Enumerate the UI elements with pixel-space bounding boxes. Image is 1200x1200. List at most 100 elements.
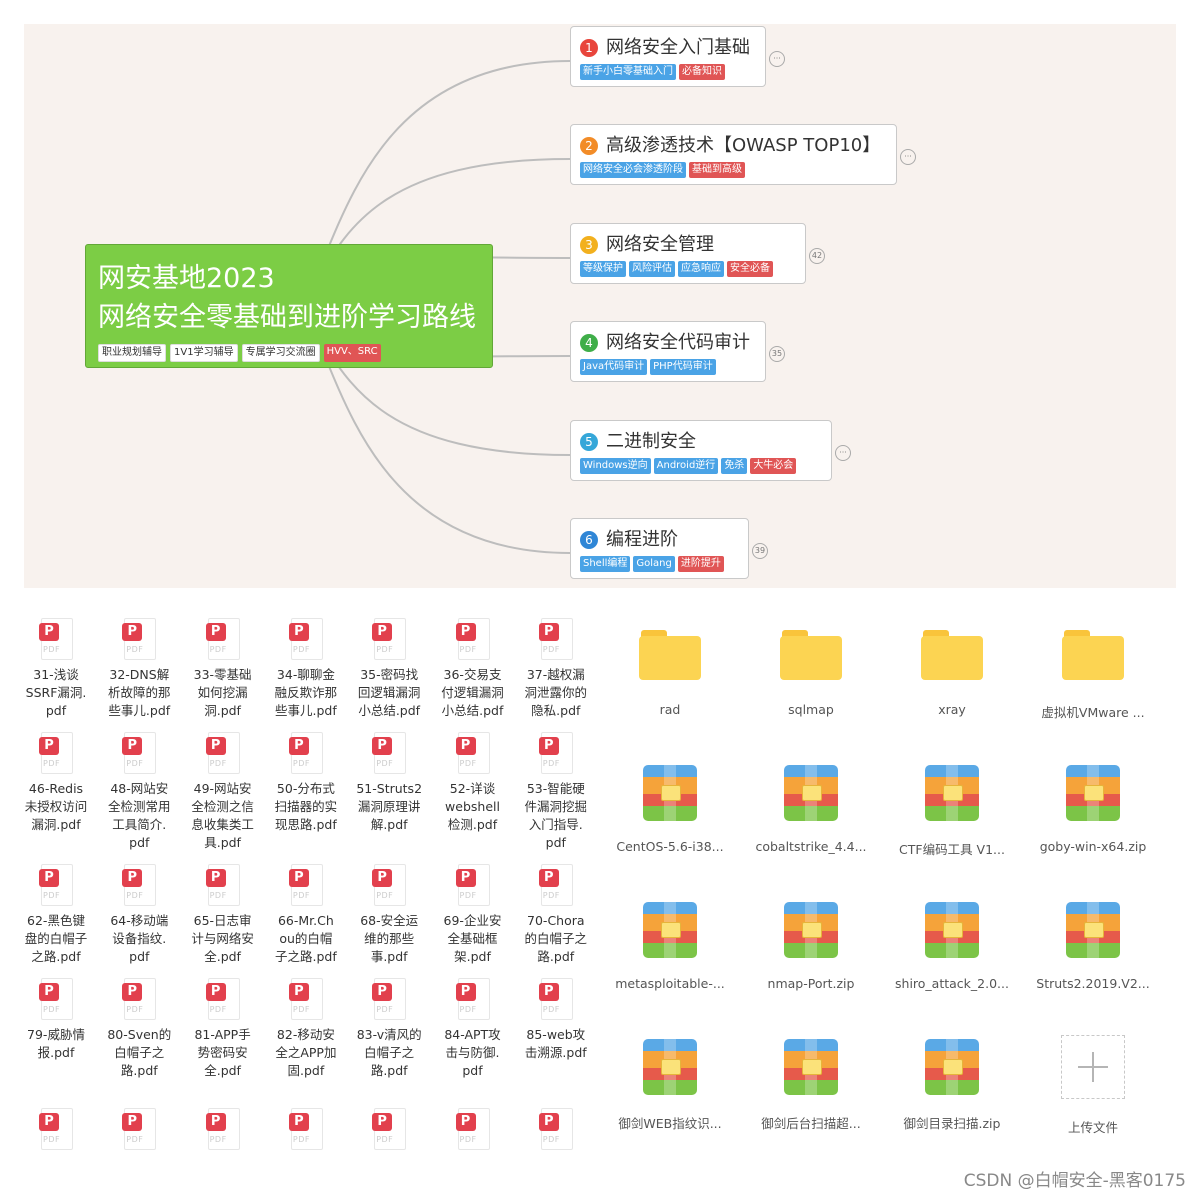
pdf-file[interactable]: P PDF <box>516 1108 596 1152</box>
branch-collapse-toggle[interactable]: ··· <box>900 149 916 165</box>
pdf-file[interactable]: P PDF 81-APP手 势密码安 全.pdf <box>183 978 263 1080</box>
pdf-icon: P PDF <box>370 978 408 1022</box>
zip-archive-icon <box>643 1039 697 1095</box>
pdf-file[interactable]: P PDF <box>266 1108 346 1152</box>
branch-title: 6 编程进阶 <box>580 528 739 552</box>
pdf-file[interactable]: P PDF 84-APT攻 击与防御. pdf <box>433 978 513 1080</box>
zip-file[interactable]: CentOS-5.6-i38... <box>600 765 740 854</box>
pdf-file[interactable]: P PDF 50-分布式 扫描器的实 现思路.pdf <box>266 732 346 834</box>
pdf-file[interactable]: P PDF 35-密码找 回逻辑漏洞 小总结.pdf <box>349 618 429 720</box>
zip-file[interactable]: 御剑后台扫描超... <box>741 1039 881 1132</box>
folder-icon <box>639 628 701 680</box>
branch-node-3[interactable]: 3 网络安全管理 等级保护 风险评估 应急响应 安全必备 <box>570 223 806 284</box>
pdf-file[interactable]: P PDF 62-黑色键 盘的白帽子 之路.pdf <box>16 864 96 966</box>
pdf-icon: P PDF <box>454 1108 492 1152</box>
branch-tags: Windows逆向 Android逆行 免杀 大牛必会 <box>580 458 822 474</box>
branch-collapse-toggle[interactable]: 39 <box>752 543 768 559</box>
pdf-file[interactable]: P PDF 83-v清风的 白帽子之 路.pdf <box>349 978 429 1080</box>
zip-file[interactable]: metasploitable-... <box>600 902 740 991</box>
number-badge: 2 <box>580 137 598 155</box>
pdf-file[interactable]: P PDF 66-Mr.Ch ou的白帽 子之路.pdf <box>266 864 346 966</box>
pdf-file[interactable]: P PDF 85-web攻 击溯源.pdf <box>516 978 596 1062</box>
file-name: shiro_attack_2.0... <box>895 976 1009 991</box>
folder-item[interactable]: 虚拟机VMware ... <box>1023 628 1163 721</box>
pdf-icon: P PDF <box>537 732 575 776</box>
branch-node-6[interactable]: 6 编程进阶 Shell编程 Golang 进阶提升 <box>570 518 749 579</box>
zip-file[interactable]: shiro_attack_2.0... <box>882 902 1022 991</box>
branch-collapse-toggle[interactable]: ··· <box>835 445 851 461</box>
pdf-file-name: 84-APT攻 击与防御. pdf <box>444 1027 501 1078</box>
zip-file[interactable]: CTF编码工具 V1... <box>882 765 1022 858</box>
pdf-file[interactable]: P PDF 65-日志审 计与网络安 全.pdf <box>183 864 263 966</box>
zip-file[interactable]: 御剑WEB指纹识... <box>600 1039 740 1132</box>
pdf-file[interactable]: P PDF 46-Redis 未授权访问 漏洞.pdf <box>16 732 96 834</box>
pdf-file[interactable]: P PDF 80-Sven的 白帽子之 路.pdf <box>99 978 179 1080</box>
pdf-file[interactable]: P PDF <box>433 1108 513 1152</box>
file-name: cobaltstrike_4.4... <box>755 839 867 854</box>
pdf-file[interactable]: P PDF 48-网站安 全检测常用 工具简介. pdf <box>99 732 179 852</box>
branch-tag: 基础到高级 <box>689 162 745 178</box>
pdf-file[interactable]: P PDF 53-智能硬 件漏洞挖掘 入门指导. pdf <box>516 732 596 852</box>
zip-file[interactable]: cobaltstrike_4.4... <box>741 765 881 854</box>
pdf-icon: P PDF <box>37 618 75 662</box>
zip-file[interactable]: goby-win-x64.zip <box>1023 765 1163 854</box>
pdf-file[interactable]: P PDF <box>183 1108 263 1152</box>
pdf-file-name: 32-DNS解 析故障的那 些事儿.pdf <box>108 667 171 718</box>
plus-icon <box>1061 1035 1125 1099</box>
pdf-file[interactable]: P PDF 52-详谈 webshell 检测.pdf <box>433 732 513 834</box>
zip-archive-icon <box>643 765 697 821</box>
pdf-icon: P PDF <box>37 978 75 1022</box>
branch-node-5[interactable]: 5 二进制安全 Windows逆向 Android逆行 免杀 大牛必会 <box>570 420 832 481</box>
pdf-file-name: 34-聊聊金 融反欺诈那 些事儿.pdf <box>274 667 338 718</box>
pdf-file[interactable]: P PDF 79-威胁情 报.pdf <box>16 978 96 1062</box>
branch-collapse-toggle[interactable]: ··· <box>769 51 785 67</box>
pdf-file[interactable]: P PDF 36-交易支 付逻辑漏洞 小总结.pdf <box>433 618 513 720</box>
folder-item[interactable]: sqlmap <box>741 628 881 717</box>
pdf-file[interactable]: P PDF 32-DNS解 析故障的那 些事儿.pdf <box>99 618 179 720</box>
folder-item[interactable]: rad <box>600 628 740 717</box>
upload-file-button[interactable]: 上传文件 <box>1023 1035 1163 1136</box>
branch-node-4[interactable]: 4 网络安全代码审计 Java代码审计 PHP代码审计 <box>570 321 766 382</box>
pdf-file[interactable]: P PDF <box>16 1108 96 1152</box>
root-node[interactable]: 网安基地2023 网络安全零基础到进阶学习路线 职业规划辅导 1V1学习辅导 专… <box>85 244 493 368</box>
pdf-file[interactable]: P PDF 70-Chora 的白帽子之 路.pdf <box>516 864 596 966</box>
pdf-file-name: 65-日志审 计与网络安 全.pdf <box>191 913 254 964</box>
pdf-file[interactable]: P PDF 69-企业安 全基础框 架.pdf <box>433 864 513 966</box>
branch-title-text: 二进制安全 <box>606 431 696 452</box>
branch-tag: 新手小白零基础入门 <box>580 64 676 80</box>
zip-archive-icon <box>1066 765 1120 821</box>
pdf-file[interactable]: P PDF 64-移动端 设备指纹. pdf <box>99 864 179 966</box>
branch-node-1[interactable]: 1 网络安全入门基础 新手小白零基础入门 必备知识 <box>570 26 766 87</box>
branch-collapse-toggle[interactable]: 42 <box>809 248 825 264</box>
zip-file[interactable]: Struts2.2019.V2... <box>1023 902 1163 991</box>
pdf-icon: P PDF <box>37 732 75 776</box>
pdf-icon: P PDF <box>37 1108 75 1152</box>
pdf-file-name: 33-零基础 如何挖漏 洞.pdf <box>193 667 252 718</box>
pdf-file-name: 81-APP手 势密码安 全.pdf <box>194 1027 251 1078</box>
pdf-file[interactable]: P PDF 51-Struts2 漏洞原理讲 解.pdf <box>349 732 429 834</box>
pdf-file[interactable]: P PDF 68-安全运 维的那些 事.pdf <box>349 864 429 966</box>
folder-item[interactable]: xray <box>882 628 1022 717</box>
pdf-file[interactable]: P PDF <box>99 1108 179 1152</box>
branch-collapse-toggle[interactable]: 35 <box>769 346 785 362</box>
pdf-file-name: 51-Struts2 漏洞原理讲 解.pdf <box>356 781 423 832</box>
pdf-file[interactable]: P PDF 49-网站安 全检测之信 息收集类工 具.pdf <box>183 732 263 852</box>
pdf-file[interactable]: P PDF 82-移动安 全之APP加 固.pdf <box>266 978 346 1080</box>
pdf-file-name: 85-web攻 击溯源.pdf <box>524 1027 587 1060</box>
pdf-icon: P PDF <box>37 864 75 908</box>
pdf-file[interactable]: P PDF 37-越权漏 洞泄露你的 隐私.pdf <box>516 618 596 720</box>
zip-archive-icon <box>925 902 979 958</box>
pdf-file[interactable]: P PDF 33-零基础 如何挖漏 洞.pdf <box>183 618 263 720</box>
branch-node-2[interactable]: 2 高级渗透技术【OWASP TOP10】 网络安全必会渗透阶段 基础到高级 <box>570 124 897 185</box>
pdf-icon: P PDF <box>454 618 492 662</box>
pdf-file[interactable]: P PDF 31-浅谈 SSRF漏洞. pdf <box>16 618 96 720</box>
pdf-file-name: 66-Mr.Ch ou的白帽 子之路.pdf <box>275 913 337 964</box>
pdf-icon: P PDF <box>370 618 408 662</box>
pdf-file[interactable]: P PDF <box>349 1108 429 1152</box>
zip-file[interactable]: 御剑目录扫描.zip <box>882 1039 1022 1132</box>
branch-tag: 网络安全必会渗透阶段 <box>580 162 686 178</box>
pdf-file[interactable]: P PDF 34-聊聊金 融反欺诈那 些事儿.pdf <box>266 618 346 720</box>
file-name: nmap-Port.zip <box>767 976 855 991</box>
zip-file[interactable]: nmap-Port.zip <box>741 902 881 991</box>
tool-file-grid: rad sqlmap xray 虚拟机VMware ... CentOS-5.6-i38… <box>600 600 1176 1160</box>
